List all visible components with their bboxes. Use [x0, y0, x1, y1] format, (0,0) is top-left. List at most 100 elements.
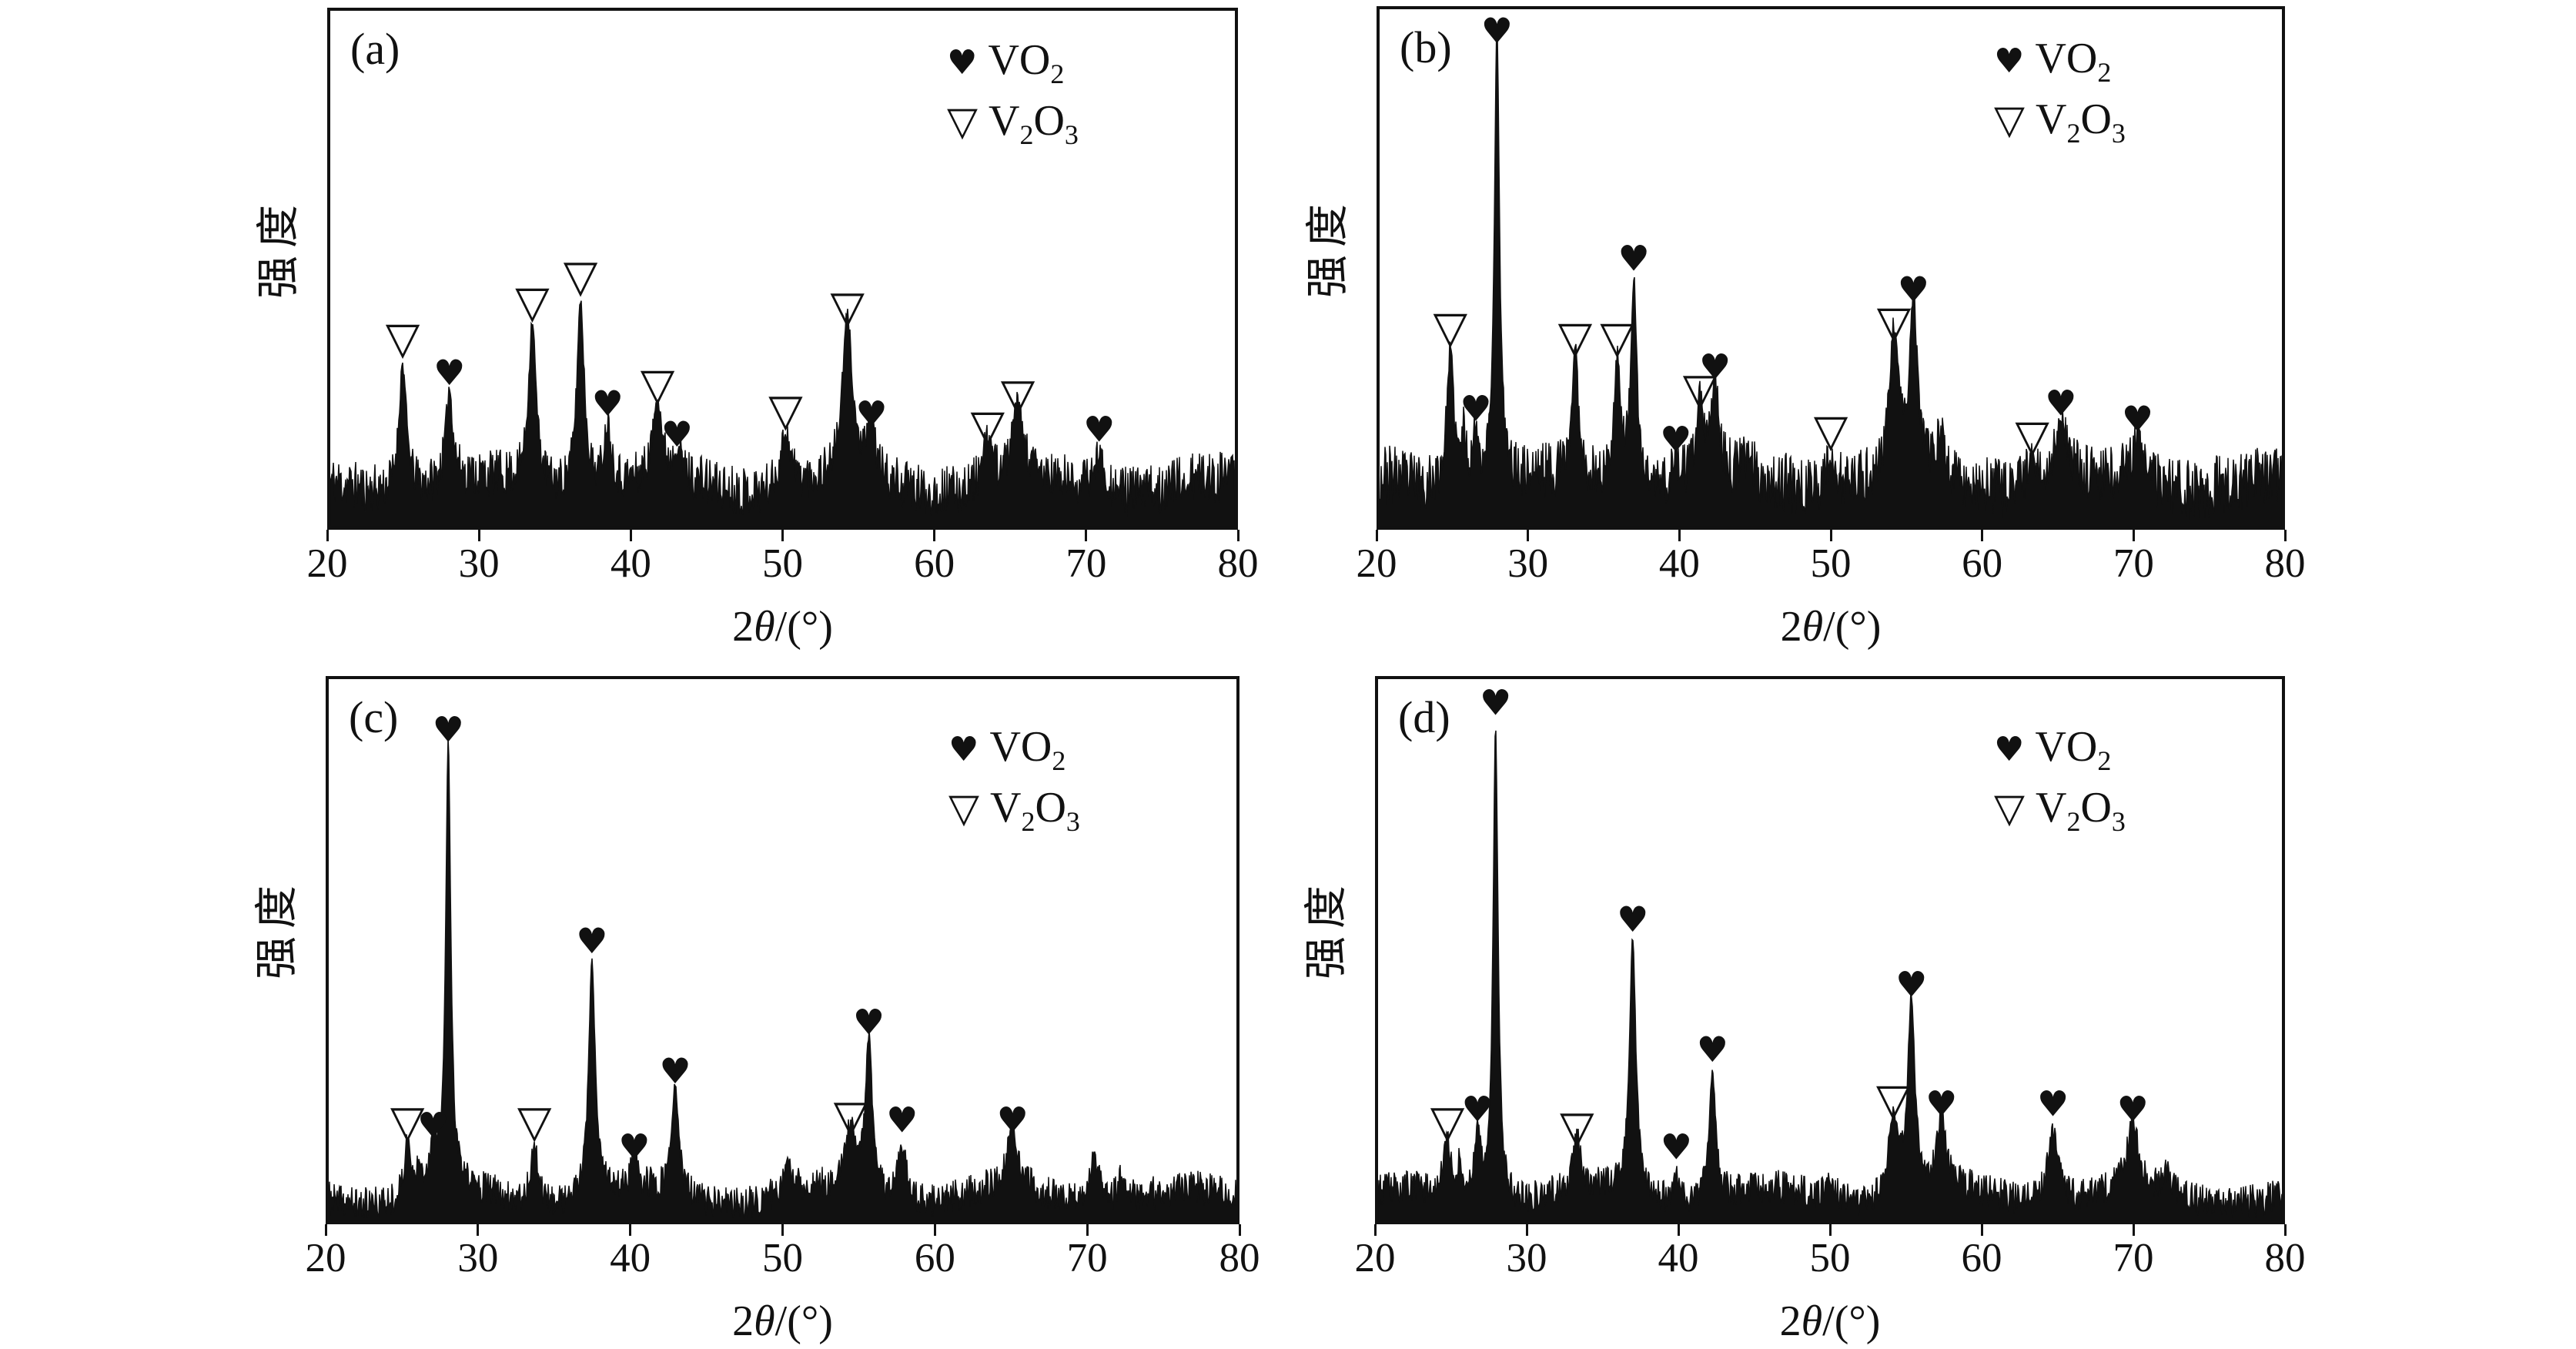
- x-tick-c-80: [1238, 1224, 1241, 1236]
- nabla-marker-v2o3: ▽: [1433, 301, 1467, 353]
- nabla-icon: ▽: [1994, 97, 2025, 144]
- panel-letter-d: (d): [1398, 692, 1450, 742]
- nabla-marker-v2o3: ▽: [768, 384, 803, 437]
- heart-marker-vo2: ♥: [1697, 1029, 1728, 1070]
- nabla-marker-v2o3: ▽: [834, 1090, 868, 1142]
- formula-text: VO: [988, 36, 1051, 84]
- nabla-marker-v2o3: ▽: [1430, 1095, 1465, 1147]
- x-tick-a-40: [629, 530, 632, 541]
- x-tick-d-60: [1980, 1224, 1983, 1236]
- heart-marker-vo2: ♥: [1699, 346, 1731, 388]
- formula-text: V: [989, 97, 1020, 146]
- x-tick-c-60: [933, 1224, 936, 1236]
- heart-marker-vo2: ♥: [1617, 899, 1648, 940]
- heart-marker-vo2: ♥: [855, 393, 887, 434]
- x-tick-label-a-30: 30: [458, 541, 500, 586]
- heart-icon: ♥: [947, 43, 978, 82]
- x-axis-label-theta: θ: [754, 603, 775, 651]
- formula-text: VO: [2035, 35, 2098, 82]
- heart-marker-vo2: ♥: [2117, 1088, 2149, 1130]
- x-tick-label-b-50: 50: [1810, 541, 1852, 586]
- heart-marker-vo2: ♥: [1661, 1126, 1692, 1168]
- x-axis-label-pre: 2: [1779, 1297, 1802, 1345]
- formula-subscript: 2: [2097, 745, 2112, 777]
- x-axis-label-d: 2θ/(°): [1780, 1297, 1881, 1346]
- x-axis-label-post: /(°): [1822, 1297, 1881, 1345]
- x-tick-c-20: [324, 1224, 327, 1236]
- x-tick-label-b-20: 20: [1356, 541, 1397, 586]
- nabla-marker-v2o3: ▽: [1876, 1073, 1911, 1126]
- y-axis-label-b: 强度: [1304, 196, 1353, 298]
- xrd-trace-svg-c: ▽♥♥▽♥♥♥▽♥♥ ♥: [329, 709, 1236, 1221]
- plot-area-a: ▽ ♥ ▽ ▽ ♥ ▽ ♥ ▽ ▽ ♥ ▽ ▽ ♥: [327, 8, 1238, 530]
- formula-text: V: [990, 784, 1022, 832]
- x-tick-label-d-50: 50: [1809, 1236, 1851, 1280]
- formula-text: VO: [2035, 723, 2098, 771]
- x-tick-b-30: [1527, 530, 1530, 541]
- xrd-trace-b: [1380, 24, 2282, 527]
- x-tick-c-40: [629, 1224, 632, 1236]
- heart-icon: ♥: [1994, 42, 2025, 81]
- x-tick-b-20: [1375, 530, 1378, 541]
- x-tick-label-c-60: 60: [914, 1236, 955, 1280]
- x-tick-a-20: [326, 530, 329, 541]
- legend-item-v2o3: ▽ V2O3: [1994, 95, 2248, 149]
- nabla-icon: ▽: [948, 785, 979, 832]
- x-tick-d-80: [2283, 1224, 2287, 1236]
- x-tick-label-a-80: 80: [1217, 541, 1259, 586]
- legend-formula-v2o3: V2O3: [2036, 783, 2126, 838]
- x-tick-d-50: [1828, 1224, 1832, 1236]
- legend-formula-v2o3: V2O3: [990, 783, 1080, 838]
- heart-marker-vo2: ♥: [1481, 10, 1513, 52]
- legend-a: ♥ VO2 ▽ V2O3: [947, 35, 1201, 151]
- x-tick-c-70: [1086, 1224, 1089, 1236]
- legend-item-v2o3: ▽ V2O3: [948, 783, 1203, 838]
- x-tick-b-70: [2132, 530, 2135, 541]
- legend-c: ♥ VO2 ▽ V2O3: [948, 722, 1203, 838]
- heart-marker-vo2: ♥: [997, 1099, 1029, 1140]
- formula-subscript: 3: [2111, 806, 2126, 838]
- legend-item-vo2: ♥ VO2: [1994, 34, 2248, 89]
- x-tick-label-c-20: 20: [305, 1236, 346, 1280]
- x-tick-label-d-40: 40: [1658, 1236, 1699, 1280]
- legend-item-v2o3: ▽ V2O3: [1994, 783, 2248, 838]
- legend-item-vo2: ♥ VO2: [948, 722, 1203, 777]
- heart-marker-vo2: ♥: [1898, 269, 1929, 310]
- legend-formula-v2o3: V2O3: [2036, 95, 2126, 149]
- nabla-icon: ▽: [947, 99, 978, 146]
- x-axis-label-pre: 2: [732, 603, 754, 651]
- xrd-trace-svg-a: ▽♥▽ ▽♥ ▽♥ ▽▽♥ ▽▽♥: [330, 250, 1235, 527]
- heart-marker-vo2: ♥: [1083, 409, 1115, 450]
- panel-letter-c: (c): [349, 692, 399, 742]
- formula-subscript: 3: [1066, 806, 1080, 838]
- x-tick-label-d-30: 30: [1506, 1236, 1547, 1280]
- heart-marker-vo2: ♥: [1480, 681, 1511, 723]
- x-tick-label-d-80: 80: [2264, 1236, 2306, 1280]
- x-axis-label-b: 2θ/(°): [1781, 602, 1882, 651]
- x-tick-b-40: [1678, 530, 1681, 541]
- x-axis-label-post: /(°): [1823, 603, 1882, 651]
- formula-subscript: 3: [2111, 118, 2126, 149]
- legend-formula-vo2: VO2: [2035, 34, 2111, 89]
- heart-marker-vo2: ♥: [417, 1104, 449, 1146]
- x-axis-label-pre: 2: [732, 1297, 754, 1345]
- heart-marker-vo2: ♥: [2045, 383, 2076, 424]
- x-tick-d-40: [1677, 1224, 1680, 1236]
- x-tick-d-20: [1373, 1224, 1377, 1236]
- legend-d: ♥ VO2 ▽ V2O3: [1994, 722, 2248, 838]
- nabla-marker-v2o3: ▽: [1558, 311, 1593, 363]
- formula-subscript: 2: [1052, 745, 1066, 777]
- heart-marker-vo2: ♥: [1461, 1088, 1493, 1130]
- legend-item-vo2: ♥ VO2: [947, 35, 1201, 90]
- nabla-marker-v2o3: ▽: [1001, 369, 1035, 421]
- nabla-marker-v2o3: ▽: [1877, 296, 1912, 348]
- x-axis-label-c: 2θ/(°): [732, 1297, 833, 1346]
- heart-marker-vo2: ♥: [2122, 398, 2153, 440]
- x-tick-a-50: [781, 530, 784, 541]
- plot-area-c: ▽ ♥ ♥ ▽ ♥ ♥ ♥ ▽ ♥ ♥ ♥: [326, 676, 1239, 1224]
- x-tick-label-a-60: 60: [914, 541, 955, 586]
- legend-formula-v2o3: V2O3: [989, 96, 1079, 151]
- x-tick-d-70: [2132, 1224, 2135, 1236]
- formula-text: VO: [989, 723, 1052, 771]
